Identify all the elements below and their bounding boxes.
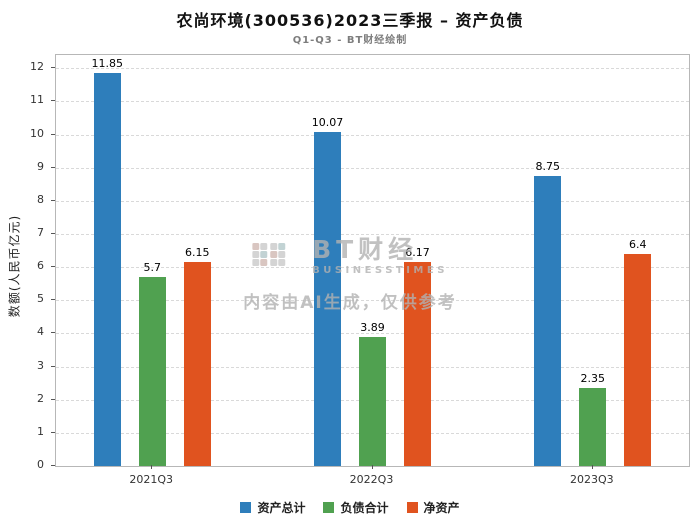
bar-value-label: 8.75 — [535, 159, 561, 173]
bar-净资产-2022Q3 — [404, 261, 431, 466]
y-tick-mark — [51, 232, 55, 234]
gridline — [56, 101, 689, 103]
legend-item: 净资产 — [406, 499, 460, 516]
y-tick-label: 9 — [37, 159, 44, 173]
bar-净资产-2021Q3 — [183, 262, 211, 466]
y-tick-label: 5 — [37, 292, 44, 306]
bar-负债合计-2021Q3 — [138, 277, 166, 466]
gridline — [56, 233, 689, 235]
bar-负债合计-2023Q3 — [579, 388, 607, 466]
y-tick-label: 0 — [37, 458, 44, 471]
legend: 资产总计 负债合计 净资产 — [0, 499, 700, 516]
bar-value-label: 6.17 — [405, 245, 430, 259]
y-tick-mark — [51, 299, 55, 301]
y-tick-mark — [51, 100, 55, 102]
y-tick-label: 6 — [37, 259, 44, 273]
x-tick-label: 2021Q3 — [129, 473, 174, 486]
x-tick-label: 2022Q3 — [349, 473, 394, 486]
chart-title: 农尚环境(300536)2023三季报 – 资产负债 — [176, 11, 524, 30]
bar-value-label: 2.35 — [580, 372, 606, 386]
gridline — [56, 68, 689, 70]
legend-label: 净资产 — [423, 501, 460, 515]
bar-负债合计-2022Q3 — [359, 337, 386, 466]
gridline — [56, 333, 689, 335]
y-tick-label: 12 — [30, 60, 44, 74]
y-tick-label: 2 — [37, 391, 44, 405]
bar-value-label: 3.89 — [360, 321, 385, 335]
legend-swatch — [240, 502, 252, 513]
y-tick-mark — [51, 332, 55, 334]
y-tick-label: 3 — [37, 358, 44, 372]
bar-资产总计-2022Q3 — [314, 132, 341, 466]
y-tick-label: 7 — [37, 225, 44, 239]
y-tick-mark — [51, 398, 55, 400]
chart-subtitle: Q1-Q3 - BT财经绘制 — [292, 35, 408, 46]
y-tick-mark — [51, 166, 55, 168]
x-tick-mark — [151, 465, 153, 469]
bar-资产总计-2021Q3 — [93, 73, 121, 466]
y-tick-mark — [51, 465, 55, 466]
x-tick-label: 2023Q3 — [569, 473, 614, 486]
y-tick-mark — [51, 199, 55, 201]
y-tick-label: 1 — [37, 424, 44, 438]
x-tick-mark — [371, 465, 373, 469]
gridline — [56, 200, 689, 202]
gridline — [56, 267, 689, 269]
bar-value-label: 10.07 — [311, 116, 344, 130]
legend-item: 负债合计 — [323, 499, 389, 516]
bar-value-label: 6.15 — [184, 246, 210, 260]
bar-value-label: 5.7 — [143, 261, 161, 275]
y-tick-mark — [51, 133, 55, 135]
bar-value-label: 6.4 — [629, 237, 647, 251]
plot-area: 11.85 5.7 6.15 10.07 3.89 6.17 8.75 2.35 6.4 — [55, 54, 690, 467]
gridline — [56, 134, 689, 136]
x-tick-mark — [591, 465, 593, 469]
bar-净资产-2023Q3 — [624, 253, 652, 466]
y-tick-label: 11 — [30, 93, 44, 107]
gridline — [56, 300, 689, 302]
y-tick-label: 8 — [37, 192, 44, 206]
y-tick-label: 10 — [30, 126, 44, 140]
legend-swatch — [406, 502, 418, 513]
y-tick-mark — [51, 67, 55, 69]
legend-swatch — [323, 502, 335, 513]
legend-label: 资产总计 — [257, 501, 306, 515]
legend-label: 负债合计 — [340, 501, 389, 515]
y-tick-mark — [51, 266, 55, 268]
bar-资产总计-2023Q3 — [534, 175, 562, 466]
y-tick-mark — [51, 365, 55, 367]
y-tick-mark — [51, 431, 55, 433]
gridline — [56, 167, 689, 169]
legend-item: 资产总计 — [240, 499, 305, 516]
bar-value-label: 11.85 — [91, 57, 123, 71]
y-tick-label: 4 — [37, 325, 44, 339]
